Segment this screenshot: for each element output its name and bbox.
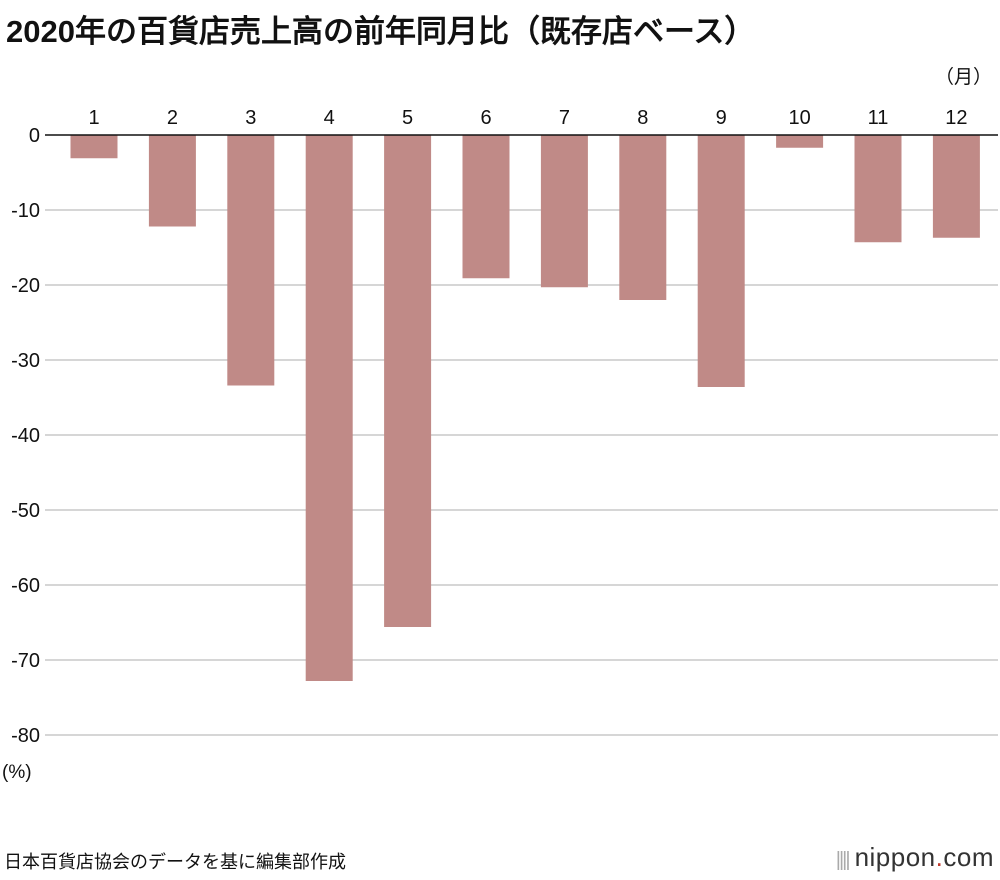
- x-axis-unit: （月）: [934, 67, 992, 88]
- y-tick-label: -10: [11, 200, 40, 222]
- bar: [540, 135, 588, 288]
- x-tick-label: 12: [945, 107, 967, 129]
- y-tick-label: -70: [11, 650, 40, 672]
- bar: [384, 135, 432, 627]
- y-tick-label: -40: [11, 425, 40, 447]
- source-note: 日本百貨店協会のデータを基に編集部作成: [4, 852, 346, 872]
- x-tick-label: 3: [245, 107, 256, 129]
- x-tick-label: 6: [480, 107, 491, 129]
- x-tick-label: 1: [88, 107, 99, 129]
- x-tick-label: 4: [324, 107, 335, 129]
- y-tick-label: -50: [11, 500, 40, 522]
- x-tick-label: 10: [788, 107, 810, 129]
- x-tick-label: 8: [637, 107, 648, 129]
- y-tick-label: -20: [11, 275, 40, 297]
- bar: [854, 135, 902, 243]
- bar: [305, 135, 353, 681]
- bar: [70, 135, 118, 159]
- y-axis-unit: (%): [2, 762, 32, 783]
- x-tick-label: 5: [402, 107, 413, 129]
- bar: [932, 135, 980, 238]
- bar: [462, 135, 510, 279]
- bar: [776, 135, 824, 148]
- x-tick-label: 11: [868, 107, 889, 129]
- bar: [697, 135, 745, 387]
- bar: [227, 135, 275, 386]
- y-tick-label: -80: [11, 725, 40, 747]
- nippon-logo: |||| nippon.com: [835, 842, 994, 872]
- bar: [148, 135, 196, 227]
- y-tick-label: -30: [11, 350, 40, 372]
- bar: [619, 135, 667, 300]
- y-tick-label: 0: [29, 125, 40, 147]
- y-tick-label: -60: [11, 575, 40, 597]
- x-tick-label: 7: [559, 107, 570, 129]
- chart-title: 2020年の百貨店売上高の前年同月比（既存店ベース）: [6, 14, 756, 49]
- logo-mark-icon: ||||: [835, 849, 851, 871]
- x-tick-label: 2: [167, 107, 178, 129]
- x-tick-label: 9: [716, 107, 727, 129]
